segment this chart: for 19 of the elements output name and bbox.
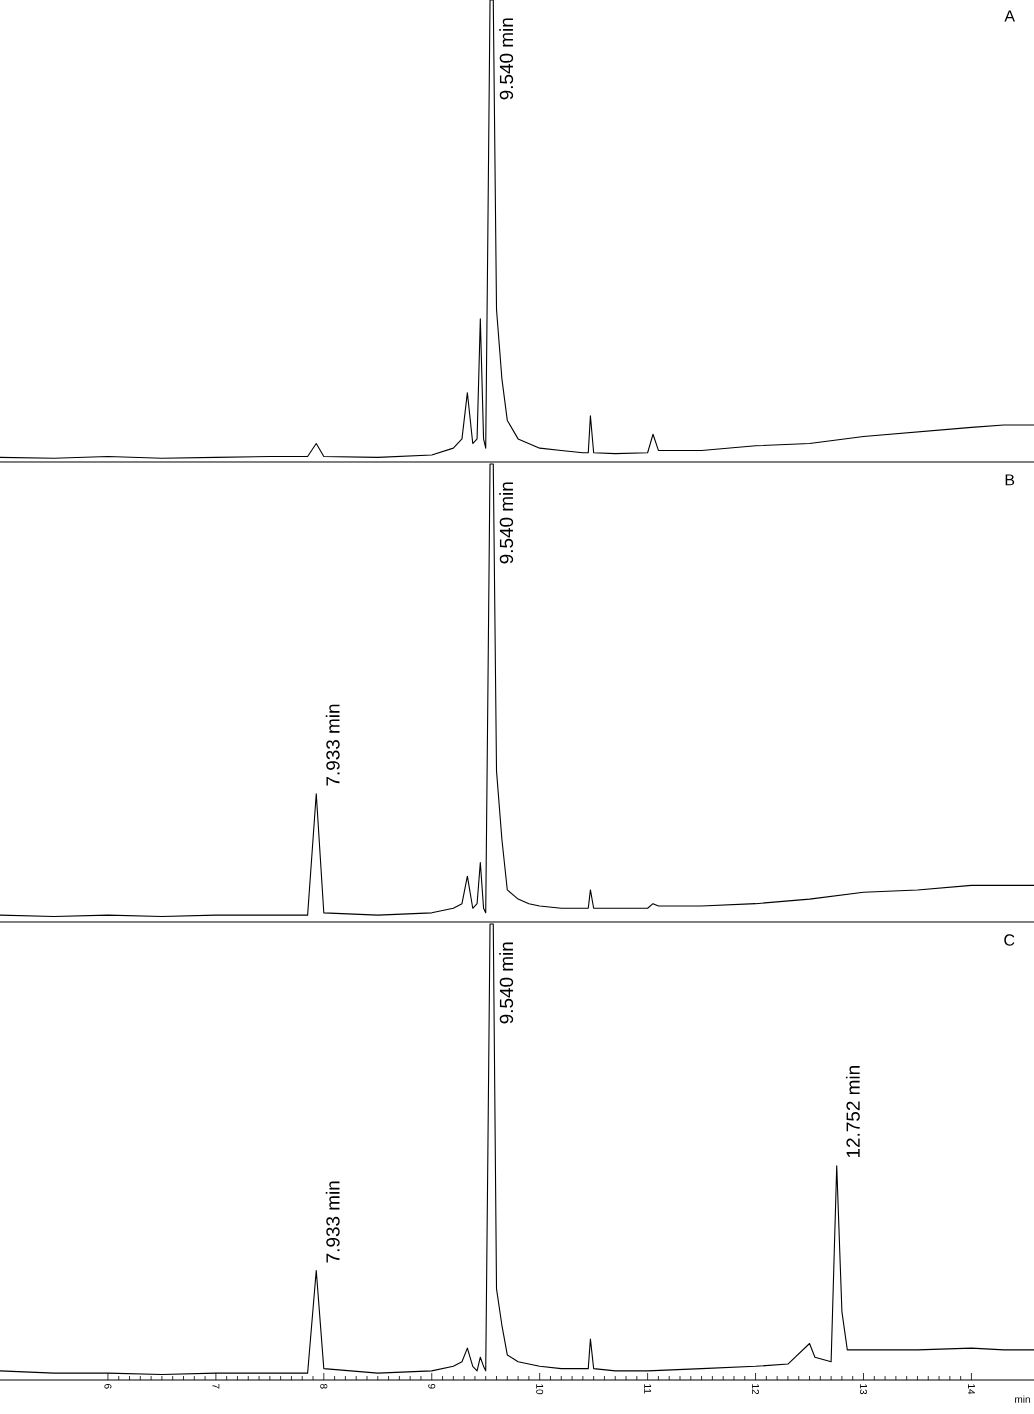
x-tick-label: 10 [536, 1384, 544, 1395]
x-tick-label: 9 [428, 1383, 436, 1389]
chart-title: A [1004, 10, 1015, 22]
x-axis-title: min [1015, 1395, 1030, 1403]
annotation: 9.540 min [499, 942, 514, 1024]
annotation: 9.540 min [499, 482, 514, 564]
annotation: 12.752 min [845, 1066, 860, 1158]
text: C [1004, 934, 1015, 946]
x-tick-label: 14 [968, 1384, 975, 1395]
x-tick-label: 7 [212, 1384, 220, 1389]
x-tick-label: 8 [320, 1383, 328, 1389]
chart-title: B [1005, 474, 1015, 486]
x-tick-label: 11 [644, 1384, 652, 1394]
x-tick-label: 13 [859, 1384, 868, 1395]
x-tick-label: 6 [104, 1384, 112, 1389]
annotation: 7.933 min [325, 1181, 340, 1263]
annotation: 9.540 min [499, 18, 514, 100]
x-tick-label: 12 [752, 1384, 760, 1395]
annotation: 7.933 min [325, 704, 340, 786]
